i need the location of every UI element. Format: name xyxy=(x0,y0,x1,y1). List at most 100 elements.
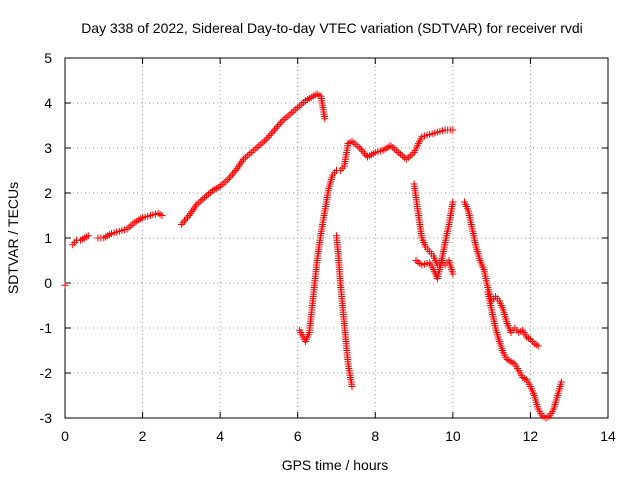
data-point-interp xyxy=(269,128,277,136)
data-point-interp xyxy=(408,150,416,158)
data-point xyxy=(247,149,255,156)
x-tick-label: 4 xyxy=(216,428,224,444)
data-point-interp xyxy=(292,105,300,113)
data-point xyxy=(395,149,403,156)
data-point xyxy=(449,126,457,134)
data-point-interp xyxy=(180,217,188,225)
data-point-interp xyxy=(230,168,238,176)
data-point-interp xyxy=(414,258,422,266)
series-seg-e xyxy=(296,126,457,345)
data-point-interp xyxy=(261,137,269,145)
data-point xyxy=(534,342,542,350)
data-point xyxy=(61,281,69,289)
data-point-interp xyxy=(524,334,532,342)
data-point-interp xyxy=(251,145,259,153)
y-axis-label: SDTVAR / TECUs xyxy=(5,182,21,294)
data-point xyxy=(449,270,457,278)
data-point-interp xyxy=(290,107,298,115)
x-tick-label: 10 xyxy=(445,428,461,444)
data-point-interp xyxy=(229,170,237,178)
data-point-interp xyxy=(222,177,230,185)
data-point-interp xyxy=(266,131,274,139)
data-point-interp xyxy=(416,260,424,267)
x-tick-label: 8 xyxy=(371,428,379,444)
data-point-interp xyxy=(517,327,525,335)
x-tick-label: 2 xyxy=(139,428,147,444)
data-point-interp xyxy=(199,195,207,203)
y-tick-label: 2 xyxy=(44,185,52,201)
series-seg-d xyxy=(177,90,329,228)
data-point-interp xyxy=(393,147,401,155)
data-point xyxy=(449,198,457,206)
data-point-interp xyxy=(284,112,292,120)
data-point-interp xyxy=(225,174,233,182)
series-seg-b xyxy=(69,232,92,249)
series-seg-a xyxy=(61,281,69,289)
y-tick-labels: -3 -2 -1 0 1 2 3 4 5 xyxy=(40,50,53,426)
data-point-interp xyxy=(264,133,272,141)
data-point-interp xyxy=(360,149,368,157)
data-point xyxy=(177,221,185,228)
data-point-interp xyxy=(205,190,213,198)
data-point-interp xyxy=(357,146,365,154)
data-point xyxy=(158,212,166,219)
series-seg-c xyxy=(94,209,166,242)
y-tick-label: -1 xyxy=(40,320,53,336)
data-point-interp xyxy=(249,147,257,155)
data-point xyxy=(412,257,420,264)
y-tick-label: 4 xyxy=(44,95,52,111)
ticks xyxy=(64,57,609,419)
data-point-interp xyxy=(275,121,283,129)
x-tick-label: 0 xyxy=(61,428,69,444)
data-point-interp xyxy=(280,115,288,123)
data-point xyxy=(84,232,92,240)
data-point-interp xyxy=(359,148,367,156)
chart-title: Day 338 of 2022, Sidereal Day-to-day VTE… xyxy=(81,20,583,36)
data-point xyxy=(224,176,232,183)
data-point-interp xyxy=(184,213,192,221)
data-point-interp xyxy=(298,100,306,108)
data-point-interp xyxy=(350,139,358,147)
data-point-interp xyxy=(259,138,267,146)
x-axis-label: GPS time / hours xyxy=(282,457,389,473)
data-point xyxy=(263,135,271,143)
data-point xyxy=(348,383,356,390)
data-point xyxy=(557,378,565,386)
series-seg-f xyxy=(333,232,356,390)
data-point-interp xyxy=(272,124,280,132)
data-point-interp xyxy=(277,119,285,127)
data-point-interp xyxy=(243,152,251,160)
data-point-interp xyxy=(241,154,249,162)
data-point-interp xyxy=(282,114,290,122)
x-tick-label: 14 xyxy=(600,428,616,444)
data-point-interp xyxy=(182,215,190,223)
data-point-interp xyxy=(227,172,235,180)
data-point-interp xyxy=(253,143,261,151)
x-tick-label: 6 xyxy=(294,428,302,444)
data-point-interp xyxy=(127,222,135,230)
x-tick-label: 12 xyxy=(523,428,539,444)
data-point-interp xyxy=(274,122,282,130)
data-point-interp xyxy=(396,150,404,158)
data-point-interp xyxy=(406,152,414,160)
data-point-interp xyxy=(354,142,362,150)
data-point xyxy=(286,110,294,118)
y-tick-label: -2 xyxy=(40,365,53,381)
data-point-interp xyxy=(288,109,296,117)
series-seg-h xyxy=(412,198,457,282)
data-marks xyxy=(61,90,565,422)
data-point-interp xyxy=(532,341,540,349)
data-point xyxy=(270,126,278,134)
y-tick-label: 1 xyxy=(44,230,52,246)
data-point xyxy=(201,194,209,201)
y-tick-label: 0 xyxy=(44,275,52,291)
data-point-interp xyxy=(220,179,228,187)
data-point-interp xyxy=(245,150,253,158)
data-point-interp xyxy=(257,140,265,148)
data-point-interp xyxy=(156,210,164,218)
data-point xyxy=(278,117,286,125)
data-point xyxy=(294,104,302,111)
series-seg-g xyxy=(410,180,457,278)
y-tick-label: 3 xyxy=(44,140,52,156)
data-point-interp xyxy=(195,199,203,207)
